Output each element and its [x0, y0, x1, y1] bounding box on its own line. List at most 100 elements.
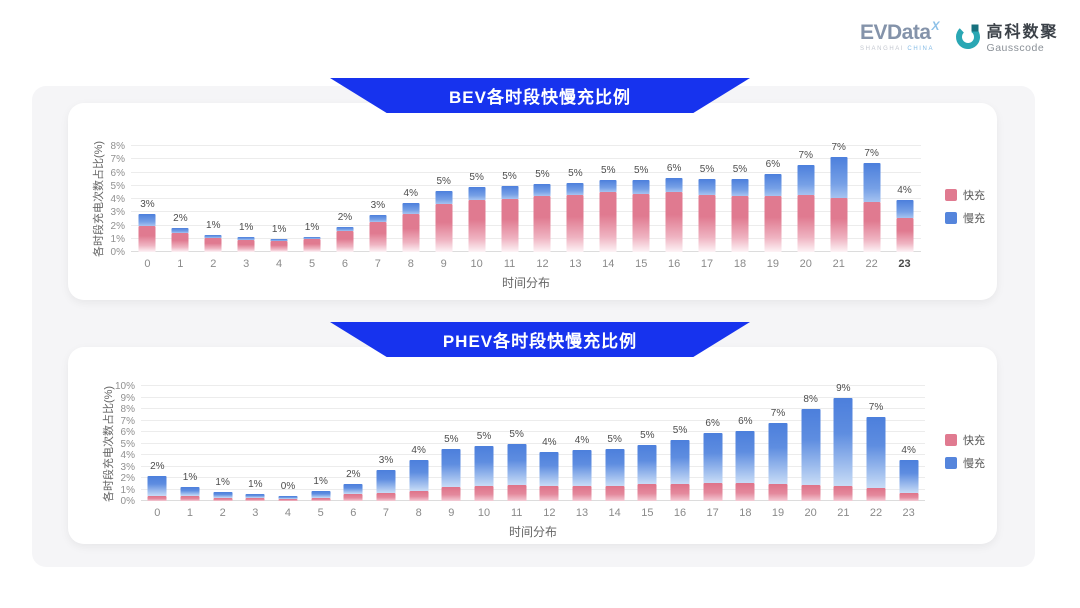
slow-charge-bar-segment[interactable]: [213, 491, 233, 498]
slow-charge-bar-segment[interactable]: [670, 440, 690, 484]
fast-charge-bar-segment[interactable]: [278, 498, 298, 501]
fast-charge-bar-segment[interactable]: [539, 486, 559, 501]
fast-charge-bar-segment[interactable]: [698, 195, 716, 252]
slow-charge-bar-segment[interactable]: [735, 430, 755, 483]
fast-charge-bar-segment[interactable]: [237, 240, 255, 252]
fast-charge-bar-segment[interactable]: [435, 204, 453, 252]
slow-charge-bar-segment[interactable]: [801, 409, 821, 485]
slow-charge-bar-segment[interactable]: [376, 469, 396, 493]
fast-charge-bar-segment[interactable]: [507, 484, 527, 501]
fast-charge-bar-segment[interactable]: [245, 498, 265, 501]
slow-charge-bar-segment[interactable]: [204, 234, 222, 239]
slow-charge-bar-segment[interactable]: [703, 433, 723, 483]
fast-charge-bar-segment[interactable]: [866, 488, 886, 501]
fast-charge-bar-segment[interactable]: [833, 486, 853, 501]
slow-charge-bar-segment[interactable]: [147, 475, 167, 496]
slow-charge-bar-segment[interactable]: [343, 483, 363, 495]
fast-charge-bar-segment[interactable]: [441, 487, 461, 501]
fast-charge-bar-segment[interactable]: [147, 495, 167, 501]
fast-charge-bar-segment[interactable]: [637, 483, 657, 501]
fast-charge-bar-segment[interactable]: [566, 195, 584, 252]
slow-charge-bar-segment[interactable]: [435, 191, 453, 205]
fast-charge-bar-segment[interactable]: [303, 238, 321, 252]
slow-charge-bar-segment[interactable]: [539, 451, 559, 487]
fast-charge-bar-segment[interactable]: [343, 494, 363, 501]
fast-charge-bar-segment[interactable]: [797, 195, 815, 252]
slow-charge-bar-segment[interactable]: [409, 459, 429, 491]
slow-charge-bar-segment[interactable]: [468, 187, 486, 201]
slow-charge-bar-segment[interactable]: [369, 214, 387, 222]
slow-charge-bar-segment[interactable]: [245, 494, 265, 499]
fast-charge-bar-segment[interactable]: [731, 196, 749, 252]
slow-charge-bar-segment[interactable]: [698, 179, 716, 196]
slow-charge-bar-segment[interactable]: [768, 422, 788, 484]
legend-item-slow-charge[interactable]: 慢充: [945, 455, 985, 471]
slow-charge-bar-segment[interactable]: [566, 183, 584, 196]
slow-charge-bar-segment[interactable]: [599, 180, 617, 193]
slow-charge-bar-segment[interactable]: [237, 237, 255, 241]
fast-charge-bar-segment[interactable]: [735, 482, 755, 501]
slow-charge-bar-segment[interactable]: [507, 443, 527, 485]
legend-item-slow-charge[interactable]: 慢充: [945, 210, 985, 226]
slow-charge-bar-segment[interactable]: [336, 226, 354, 231]
slow-charge-bar-segment[interactable]: [402, 202, 420, 214]
legend-item-fast-charge[interactable]: 快充: [945, 187, 985, 203]
fast-charge-bar-segment[interactable]: [474, 486, 494, 501]
fast-charge-bar-segment[interactable]: [665, 192, 683, 252]
fast-charge-bar-segment[interactable]: [599, 192, 617, 252]
fast-charge-bar-segment[interactable]: [501, 199, 519, 252]
slow-charge-bar-segment[interactable]: [731, 179, 749, 197]
fast-charge-bar-segment[interactable]: [376, 492, 396, 501]
fast-charge-bar-segment[interactable]: [632, 193, 650, 252]
fast-charge-bar-segment[interactable]: [180, 496, 200, 501]
slow-charge-bar-segment[interactable]: [311, 491, 331, 498]
slow-charge-bar-segment[interactable]: [441, 449, 461, 488]
fast-charge-bar-segment[interactable]: [138, 225, 156, 252]
fast-charge-bar-segment[interactable]: [468, 200, 486, 252]
slow-charge-bar-segment[interactable]: [501, 186, 519, 199]
fast-charge-bar-segment[interactable]: [409, 490, 429, 501]
slow-charge-bar-segment[interactable]: [797, 164, 815, 196]
fast-charge-bar-segment[interactable]: [572, 486, 592, 501]
slow-charge-bar-segment[interactable]: [180, 487, 200, 497]
fast-charge-bar-segment[interactable]: [764, 196, 782, 252]
fast-charge-bar-segment[interactable]: [830, 197, 848, 252]
fast-charge-bar-segment[interactable]: [336, 230, 354, 252]
fast-charge-bar-segment[interactable]: [670, 483, 690, 501]
slow-charge-bar-segment[interactable]: [278, 495, 298, 499]
slow-charge-bar-segment[interactable]: [665, 177, 683, 193]
fast-charge-bar-segment[interactable]: [369, 221, 387, 252]
slow-charge-bar-segment[interactable]: [896, 200, 914, 218]
slow-charge-bar-segment[interactable]: [899, 459, 919, 493]
fast-charge-bar-segment[interactable]: [213, 497, 233, 501]
fast-charge-bar-segment[interactable]: [270, 240, 288, 252]
slow-charge-bar-segment[interactable]: [632, 180, 650, 194]
slow-charge-bar-segment[interactable]: [572, 450, 592, 487]
slow-charge-bar-segment[interactable]: [863, 163, 881, 202]
slow-charge-bar-segment[interactable]: [303, 236, 321, 239]
slow-charge-bar-segment[interactable]: [637, 444, 657, 484]
slow-charge-bar-segment[interactable]: [605, 449, 625, 487]
legend-item-fast-charge[interactable]: 快充: [945, 432, 985, 448]
slow-charge-bar-segment[interactable]: [830, 156, 848, 198]
fast-charge-bar-segment[interactable]: [171, 233, 189, 252]
fast-charge-bar-segment[interactable]: [801, 484, 821, 501]
fast-charge-bar-segment[interactable]: [896, 217, 914, 252]
slow-charge-bar-segment[interactable]: [764, 173, 782, 197]
slow-charge-bar-segment[interactable]: [833, 397, 853, 487]
fast-charge-bar-segment[interactable]: [899, 492, 919, 501]
fast-charge-bar-segment[interactable]: [311, 497, 331, 501]
slow-charge-bar-segment[interactable]: [270, 239, 288, 241]
fast-charge-bar-segment[interactable]: [863, 201, 881, 252]
slow-charge-bar-segment[interactable]: [474, 445, 494, 487]
slow-charge-bar-segment[interactable]: [533, 184, 551, 197]
fast-charge-bar-segment[interactable]: [533, 196, 551, 252]
slow-charge-bar-segment[interactable]: [171, 228, 189, 234]
fast-charge-bar-segment[interactable]: [768, 483, 788, 501]
fast-charge-bar-segment[interactable]: [204, 238, 222, 252]
fast-charge-bar-segment[interactable]: [402, 213, 420, 252]
slow-charge-bar-segment[interactable]: [138, 213, 156, 226]
fast-charge-bar-segment[interactable]: [605, 486, 625, 501]
slow-charge-bar-segment[interactable]: [866, 417, 886, 489]
fast-charge-bar-segment[interactable]: [703, 482, 723, 501]
